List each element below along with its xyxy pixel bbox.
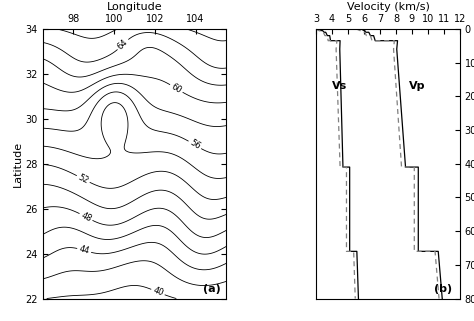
Text: (b): (b) xyxy=(435,284,453,294)
Text: 52: 52 xyxy=(76,173,90,186)
Text: Vs: Vs xyxy=(332,81,347,91)
X-axis label: Velocity (km/s): Velocity (km/s) xyxy=(346,2,429,12)
Text: 60: 60 xyxy=(169,82,183,95)
Text: 56: 56 xyxy=(188,138,202,152)
Text: 40: 40 xyxy=(151,286,164,298)
Text: 64: 64 xyxy=(116,38,130,51)
Y-axis label: Latitude: Latitude xyxy=(12,141,23,187)
X-axis label: Longitude: Longitude xyxy=(107,2,162,12)
Text: (a): (a) xyxy=(203,284,221,294)
Text: Vp: Vp xyxy=(409,81,425,91)
Text: 44: 44 xyxy=(78,245,91,256)
Text: 48: 48 xyxy=(79,211,93,223)
